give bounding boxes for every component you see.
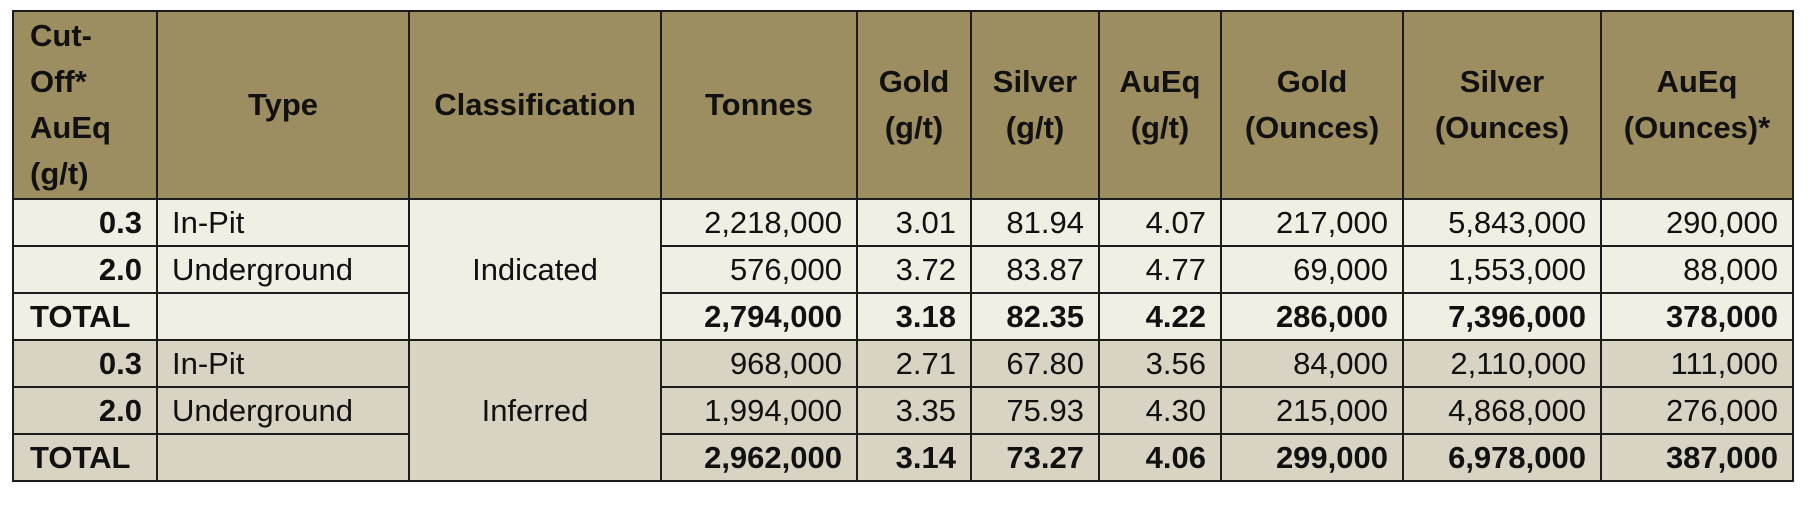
cutoff-cell: 0.3 (12, 339, 158, 388)
type-cell (156, 433, 410, 482)
tonnes-cell: 1,994,000 (660, 386, 858, 435)
gold-ounces-cell: 215,000 (1220, 386, 1404, 435)
table-row-inferred-total: TOTAL 2,962,000 3.14 73.27 4.06 299,000 … (12, 433, 1794, 482)
aueq-ounces-cell: 290,000 (1600, 198, 1794, 247)
table-row-indicated-in-pit: 0.3 In-Pit Indicated 2,218,000 3.01 81.9… (12, 198, 1794, 341)
gold-ounces-cell: 217,000 (1220, 198, 1404, 247)
header-silver-ounces-line: Silver (1459, 64, 1545, 99)
header-cutoff: Cut- Off* AuEq (g/t) (12, 10, 158, 200)
aueq-grade-cell: 4.22 (1098, 292, 1222, 341)
gold-ounces-cell: 299,000 (1220, 433, 1404, 482)
header-gold-ounces-line: (Ounces) (1244, 110, 1380, 145)
header-silver-grade-line: (g/t) (1005, 110, 1065, 145)
tonnes-cell: 2,962,000 (660, 433, 858, 482)
silver-grade-cell: 67.80 (970, 339, 1100, 388)
header-silver-grade: Silver (g/t) (970, 10, 1100, 200)
header-type: Type (156, 10, 410, 200)
tonnes-cell: 576,000 (660, 245, 858, 294)
header-tonnes: Tonnes (660, 10, 858, 200)
silver-ounces-cell: 6,978,000 (1402, 433, 1602, 482)
type-cell (156, 292, 410, 341)
header-aueq-ounces-line: AuEq (1656, 64, 1738, 99)
header-silver-ounces-line: (Ounces) (1434, 110, 1570, 145)
gold-grade-cell: 3.01 (856, 198, 972, 247)
header-aueq-ounces-line: (Ounces)* (1623, 110, 1771, 145)
aueq-ounces-cell: 276,000 (1600, 386, 1794, 435)
header-row: Cut- Off* AuEq (g/t) Type Classification… (12, 10, 1794, 200)
header-aueq-grade: AuEq (g/t) (1098, 10, 1222, 200)
mineral-resource-table: Cut- Off* AuEq (g/t) Type Classification… (12, 10, 1794, 482)
classification-cell-inferred: Inferred (408, 339, 662, 482)
total-label-cell: TOTAL (12, 433, 158, 482)
silver-ounces-cell: 2,110,000 (1402, 339, 1602, 388)
table-row-indicated-underground: 2.0 Underground 576,000 3.72 83.87 4.77 … (12, 245, 1794, 294)
gold-grade-cell: 3.35 (856, 386, 972, 435)
aueq-ounces-cell: 88,000 (1600, 245, 1794, 294)
silver-grade-cell: 81.94 (970, 198, 1100, 247)
gold-grade-cell: 3.18 (856, 292, 972, 341)
aueq-grade-cell: 3.56 (1098, 339, 1222, 388)
gold-grade-cell: 3.14 (856, 433, 972, 482)
header-cutoff-line: Off* (30, 64, 87, 99)
gold-grade-cell: 2.71 (856, 339, 972, 388)
classification-cell-indicated: Indicated (408, 198, 662, 341)
aueq-grade-cell: 4.77 (1098, 245, 1222, 294)
silver-grade-cell: 82.35 (970, 292, 1100, 341)
resource-table-container: Cut- Off* AuEq (g/t) Type Classification… (12, 10, 1794, 482)
silver-grade-cell: 83.87 (970, 245, 1100, 294)
aueq-ounces-cell: 378,000 (1600, 292, 1794, 341)
type-cell: In-Pit (156, 339, 410, 388)
silver-ounces-cell: 4,868,000 (1402, 386, 1602, 435)
header-gold-grade-line: (g/t) (884, 110, 944, 145)
table-header: Cut- Off* AuEq (g/t) Type Classification… (12, 10, 1794, 200)
tonnes-cell: 2,218,000 (660, 198, 858, 247)
header-gold-ounces-line: Gold (1276, 64, 1348, 99)
silver-grade-cell: 73.27 (970, 433, 1100, 482)
silver-ounces-cell: 1,553,000 (1402, 245, 1602, 294)
aueq-grade-cell: 4.07 (1098, 198, 1222, 247)
aueq-grade-cell: 4.30 (1098, 386, 1222, 435)
table-row-indicated-total: TOTAL 2,794,000 3.18 82.35 4.22 286,000 … (12, 292, 1794, 341)
total-label-cell: TOTAL (12, 292, 158, 341)
silver-ounces-cell: 7,396,000 (1402, 292, 1602, 341)
cutoff-cell: 0.3 (12, 198, 158, 247)
cutoff-cell: 2.0 (12, 386, 158, 435)
gold-grade-cell: 3.72 (856, 245, 972, 294)
silver-grade-cell: 75.93 (970, 386, 1100, 435)
type-cell: Underground (156, 386, 410, 435)
header-gold-grade-line: Gold (878, 64, 950, 99)
header-aueq-ounces: AuEq (Ounces)* (1600, 10, 1794, 200)
header-silver-grade-line: Silver (992, 64, 1078, 99)
aueq-ounces-cell: 387,000 (1600, 433, 1794, 482)
header-gold-ounces: Gold (Ounces) (1220, 10, 1404, 200)
type-cell: Underground (156, 245, 410, 294)
header-gold-grade: Gold (g/t) (856, 10, 972, 200)
header-classification: Classification (408, 10, 662, 200)
header-cutoff-line: (g/t) (30, 156, 89, 191)
cutoff-cell: 2.0 (12, 245, 158, 294)
header-aueq-grade-line: (g/t) (1130, 110, 1190, 145)
gold-ounces-cell: 84,000 (1220, 339, 1404, 388)
tonnes-cell: 968,000 (660, 339, 858, 388)
tonnes-cell: 2,794,000 (660, 292, 858, 341)
silver-ounces-cell: 5,843,000 (1402, 198, 1602, 247)
header-silver-ounces: Silver (Ounces) (1402, 10, 1602, 200)
aueq-grade-cell: 4.06 (1098, 433, 1222, 482)
table-row-inferred-underground: 2.0 Underground 1,994,000 3.35 75.93 4.3… (12, 386, 1794, 435)
gold-ounces-cell: 286,000 (1220, 292, 1404, 341)
header-cutoff-line: AuEq (30, 110, 111, 145)
gold-ounces-cell: 69,000 (1220, 245, 1404, 294)
type-cell: In-Pit (156, 198, 410, 247)
header-aueq-grade-line: AuEq (1119, 64, 1201, 99)
aueq-ounces-cell: 111,000 (1600, 339, 1794, 388)
table-row-inferred-in-pit: 0.3 In-Pit Inferred 968,000 2.71 67.80 3… (12, 339, 1794, 482)
header-cutoff-line: Cut- (30, 18, 92, 53)
table-body: 0.3 In-Pit Indicated 2,218,000 3.01 81.9… (12, 198, 1794, 482)
